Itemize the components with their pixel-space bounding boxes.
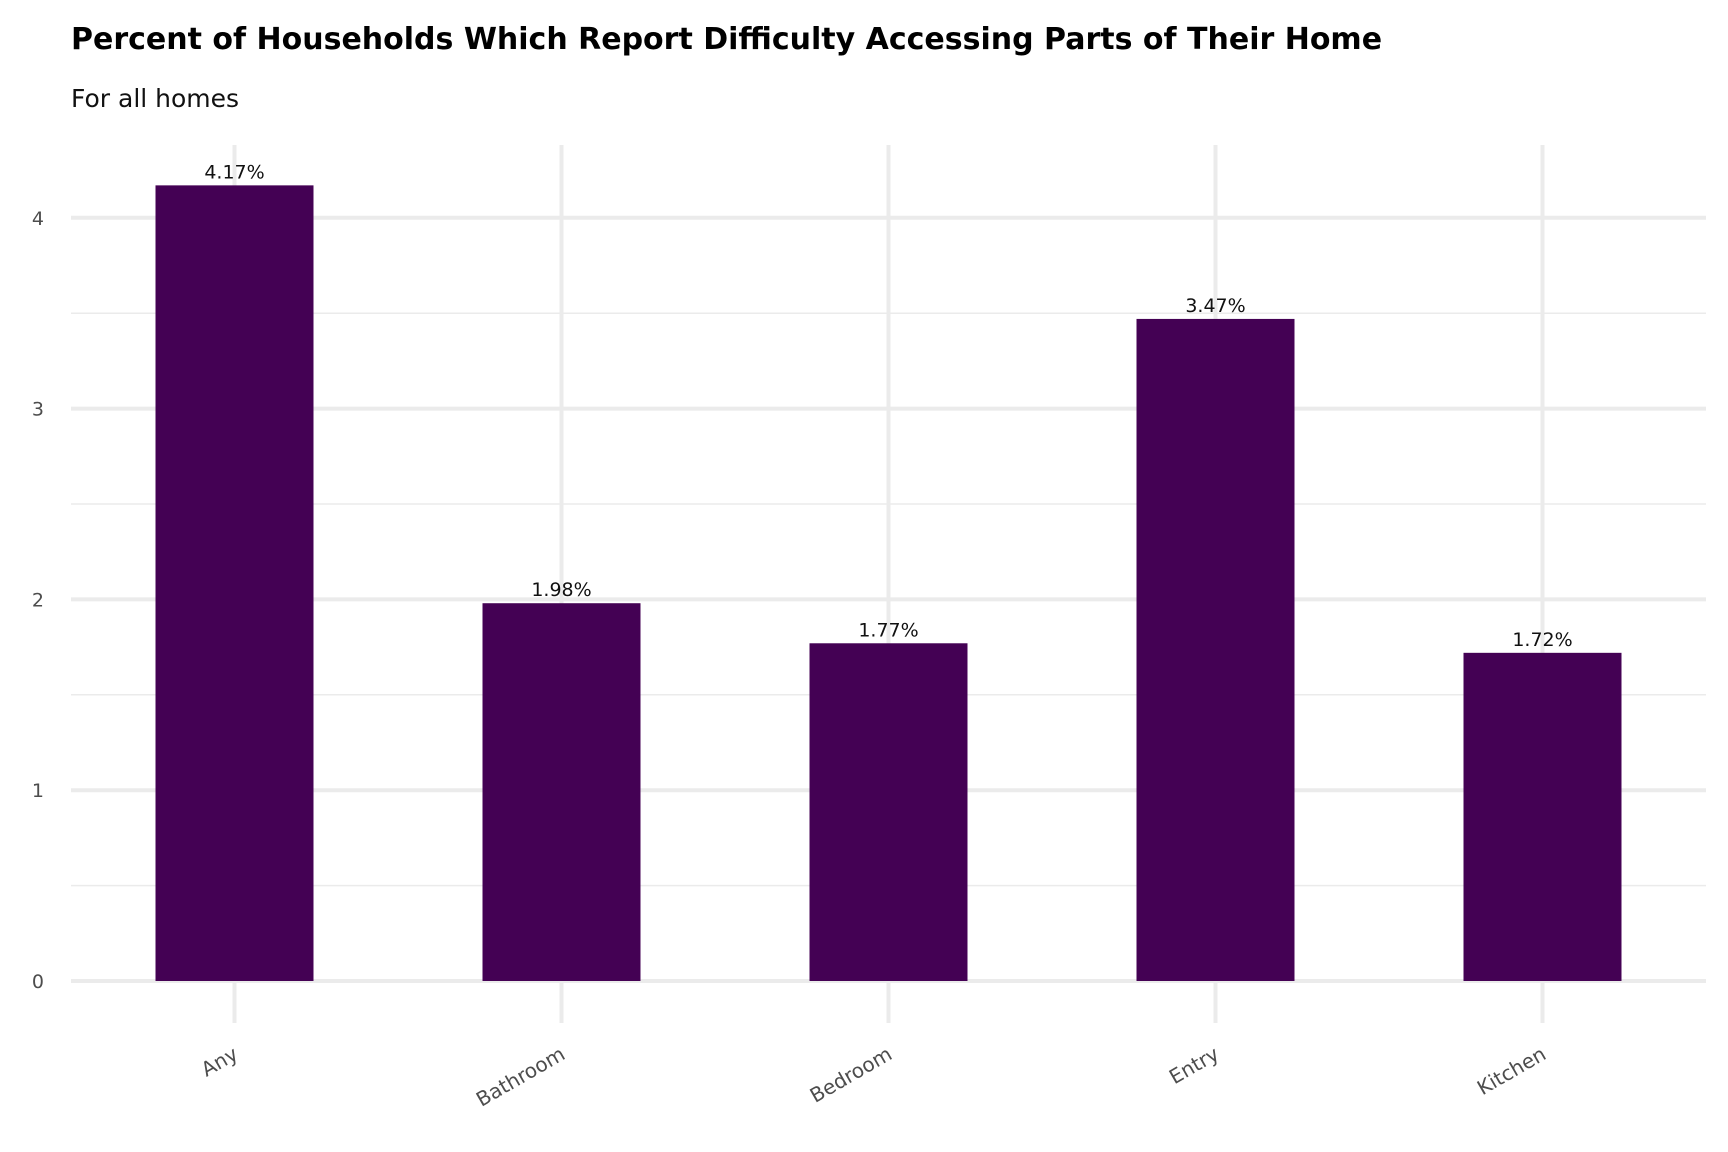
x-tick-label: Bedroom (806, 1042, 896, 1108)
y-tick-label: 0 (32, 971, 44, 993)
data-label: 4.17% (204, 161, 264, 183)
y-tick-label: 2 (32, 589, 44, 611)
chart-subtitle: For all homes (71, 84, 240, 113)
data-label: 1.77% (858, 619, 918, 641)
y-tick-label: 1 (32, 780, 44, 802)
x-tick-label: Kitchen (1473, 1042, 1550, 1100)
y-tick-label: 3 (32, 399, 44, 421)
bar (809, 643, 968, 981)
chart-title: Percent of Households Which Report Diffi… (71, 22, 1383, 57)
bar (155, 185, 314, 981)
x-tick-label: Entry (1165, 1041, 1223, 1088)
bar (482, 603, 641, 981)
y-tick-label: 4 (32, 208, 44, 230)
bar (1463, 652, 1622, 981)
data-label: 1.98% (531, 579, 591, 601)
data-label: 1.72% (1512, 629, 1572, 651)
bar (1136, 318, 1295, 981)
x-tick-label: Any (197, 1041, 242, 1081)
x-tick-label: Bathroom (472, 1042, 569, 1112)
data-label: 3.47% (1185, 295, 1245, 317)
